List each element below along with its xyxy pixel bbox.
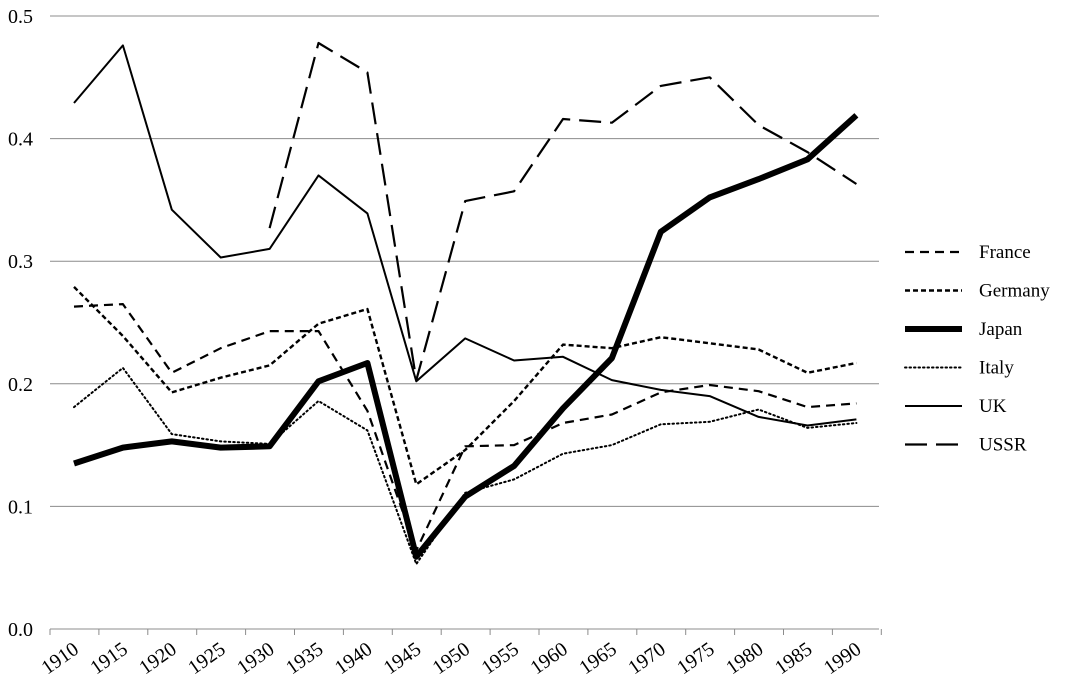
x-tick-label: 1960 bbox=[526, 638, 571, 679]
legend-label-france: France bbox=[979, 242, 1031, 263]
y-tick-label: 0.2 bbox=[8, 374, 33, 396]
series-line-italy bbox=[73, 366, 858, 565]
series-line-france bbox=[73, 303, 857, 552]
x-tick-label: 1910 bbox=[37, 638, 82, 679]
x-tick-label: 1970 bbox=[624, 638, 669, 679]
x-tick-label: 1920 bbox=[135, 638, 180, 679]
series-line-japan bbox=[73, 113, 859, 560]
x-tick-label: 1965 bbox=[575, 638, 620, 679]
x-tick-label: 1985 bbox=[771, 638, 816, 679]
legend-label-ussr: USSR bbox=[979, 435, 1027, 456]
x-tick-label: 1935 bbox=[282, 638, 327, 679]
x-tick-label: 1955 bbox=[478, 638, 523, 679]
x-tick-label: 1980 bbox=[722, 638, 767, 679]
x-tick-label: 1940 bbox=[331, 638, 376, 679]
legend-label-germany: Germany bbox=[979, 281, 1050, 302]
y-tick-label: 0.1 bbox=[8, 496, 33, 518]
x-tick-label: 1975 bbox=[673, 638, 718, 679]
legend-label-japan: Japan bbox=[979, 319, 1023, 340]
x-tick-label: 1930 bbox=[233, 638, 278, 679]
series-line-germany bbox=[73, 286, 857, 486]
series-line-uk bbox=[73, 44, 857, 427]
y-tick-label: 0.5 bbox=[8, 6, 33, 28]
y-tick-label: 0.4 bbox=[8, 129, 33, 151]
x-tick-label: 1990 bbox=[820, 638, 865, 679]
x-tick-label: 1925 bbox=[184, 638, 229, 679]
y-tick-label: 0.3 bbox=[8, 251, 33, 273]
x-tick-label: 1950 bbox=[429, 638, 474, 679]
x-tick-label: 1945 bbox=[380, 638, 425, 679]
legend-label-uk: UK bbox=[979, 396, 1007, 417]
series-line-ussr bbox=[268, 41, 858, 382]
y-tick-label: 0.0 bbox=[8, 619, 33, 641]
legend-label-italy: Italy bbox=[979, 358, 1014, 379]
x-tick-label: 1915 bbox=[86, 638, 131, 679]
